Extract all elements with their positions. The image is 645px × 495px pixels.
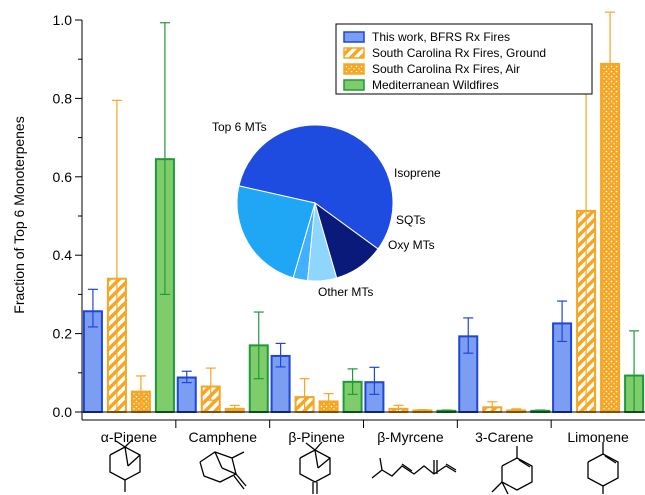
x-tick-label: β-Pinene <box>288 429 345 445</box>
legend-swatch <box>343 47 365 59</box>
3-carene-structure-icon <box>491 446 533 495</box>
y-tick-label: 0.2 <box>53 326 73 342</box>
legend-swatch <box>343 63 365 75</box>
pie-slice <box>236 185 316 279</box>
pie-slice-label: Oxy MTs <box>388 238 435 252</box>
x-tick-label: 3-Carene <box>475 429 534 445</box>
axes-layer: 0.0 0.2 0.4 0.6 0.8 1.0 α-Pinene Camphene β-Pine… <box>53 12 645 445</box>
bars-layer <box>82 11 645 414</box>
legend-entry: Mediterranean Wildfires <box>372 78 499 92</box>
y-tick-label: 0.0 <box>53 404 73 420</box>
y-tick-label: 1.0 <box>53 12 73 28</box>
y-axis-label: Fraction of Top 6 Monoterpenes <box>11 116 27 313</box>
beta-pinene-structure-icon <box>299 441 331 494</box>
y-tick-label: 0.4 <box>53 247 73 263</box>
x-tick-label: Limonene <box>567 429 629 445</box>
legend-swatch <box>343 31 365 43</box>
x-tick-label: β-Myrcene <box>377 429 444 445</box>
y-tick-label: 0.8 <box>53 90 73 106</box>
limonene-structure-icon <box>587 442 619 494</box>
pie-slice-label: SQTs <box>396 213 425 227</box>
legend-box <box>335 23 593 95</box>
x-tick-label: Camphene <box>189 429 258 445</box>
pie-slice <box>238 124 394 250</box>
alpha-pinene-structure-icon <box>109 439 141 492</box>
legend-entry: South Carolina Rx Fires, Ground <box>372 46 546 60</box>
y-tick-label: 0.6 <box>53 169 73 185</box>
inset-pie-chart: Top 6 MTs Isoprene SQTs Oxy MTs Other MTs <box>212 120 441 299</box>
legend: This work, BFRS Rx Fires South Carolina R… <box>335 23 593 95</box>
x-tick-label: α-Pinene <box>101 429 158 445</box>
pie-slice-label: Other MTs <box>318 285 373 299</box>
beta-myrcene-structure-icon <box>371 457 457 479</box>
legend-entry: This work, BFRS Rx Fires <box>372 30 510 44</box>
camphene-structure-icon <box>199 451 247 490</box>
legend-entry: South Carolina Rx Fires, Air <box>372 62 520 76</box>
legend-swatch <box>343 79 365 91</box>
pie-slice-label: Top 6 MTs <box>212 120 267 134</box>
pie-slice-label: Isoprene <box>394 166 441 180</box>
molecular-structures <box>109 439 619 495</box>
